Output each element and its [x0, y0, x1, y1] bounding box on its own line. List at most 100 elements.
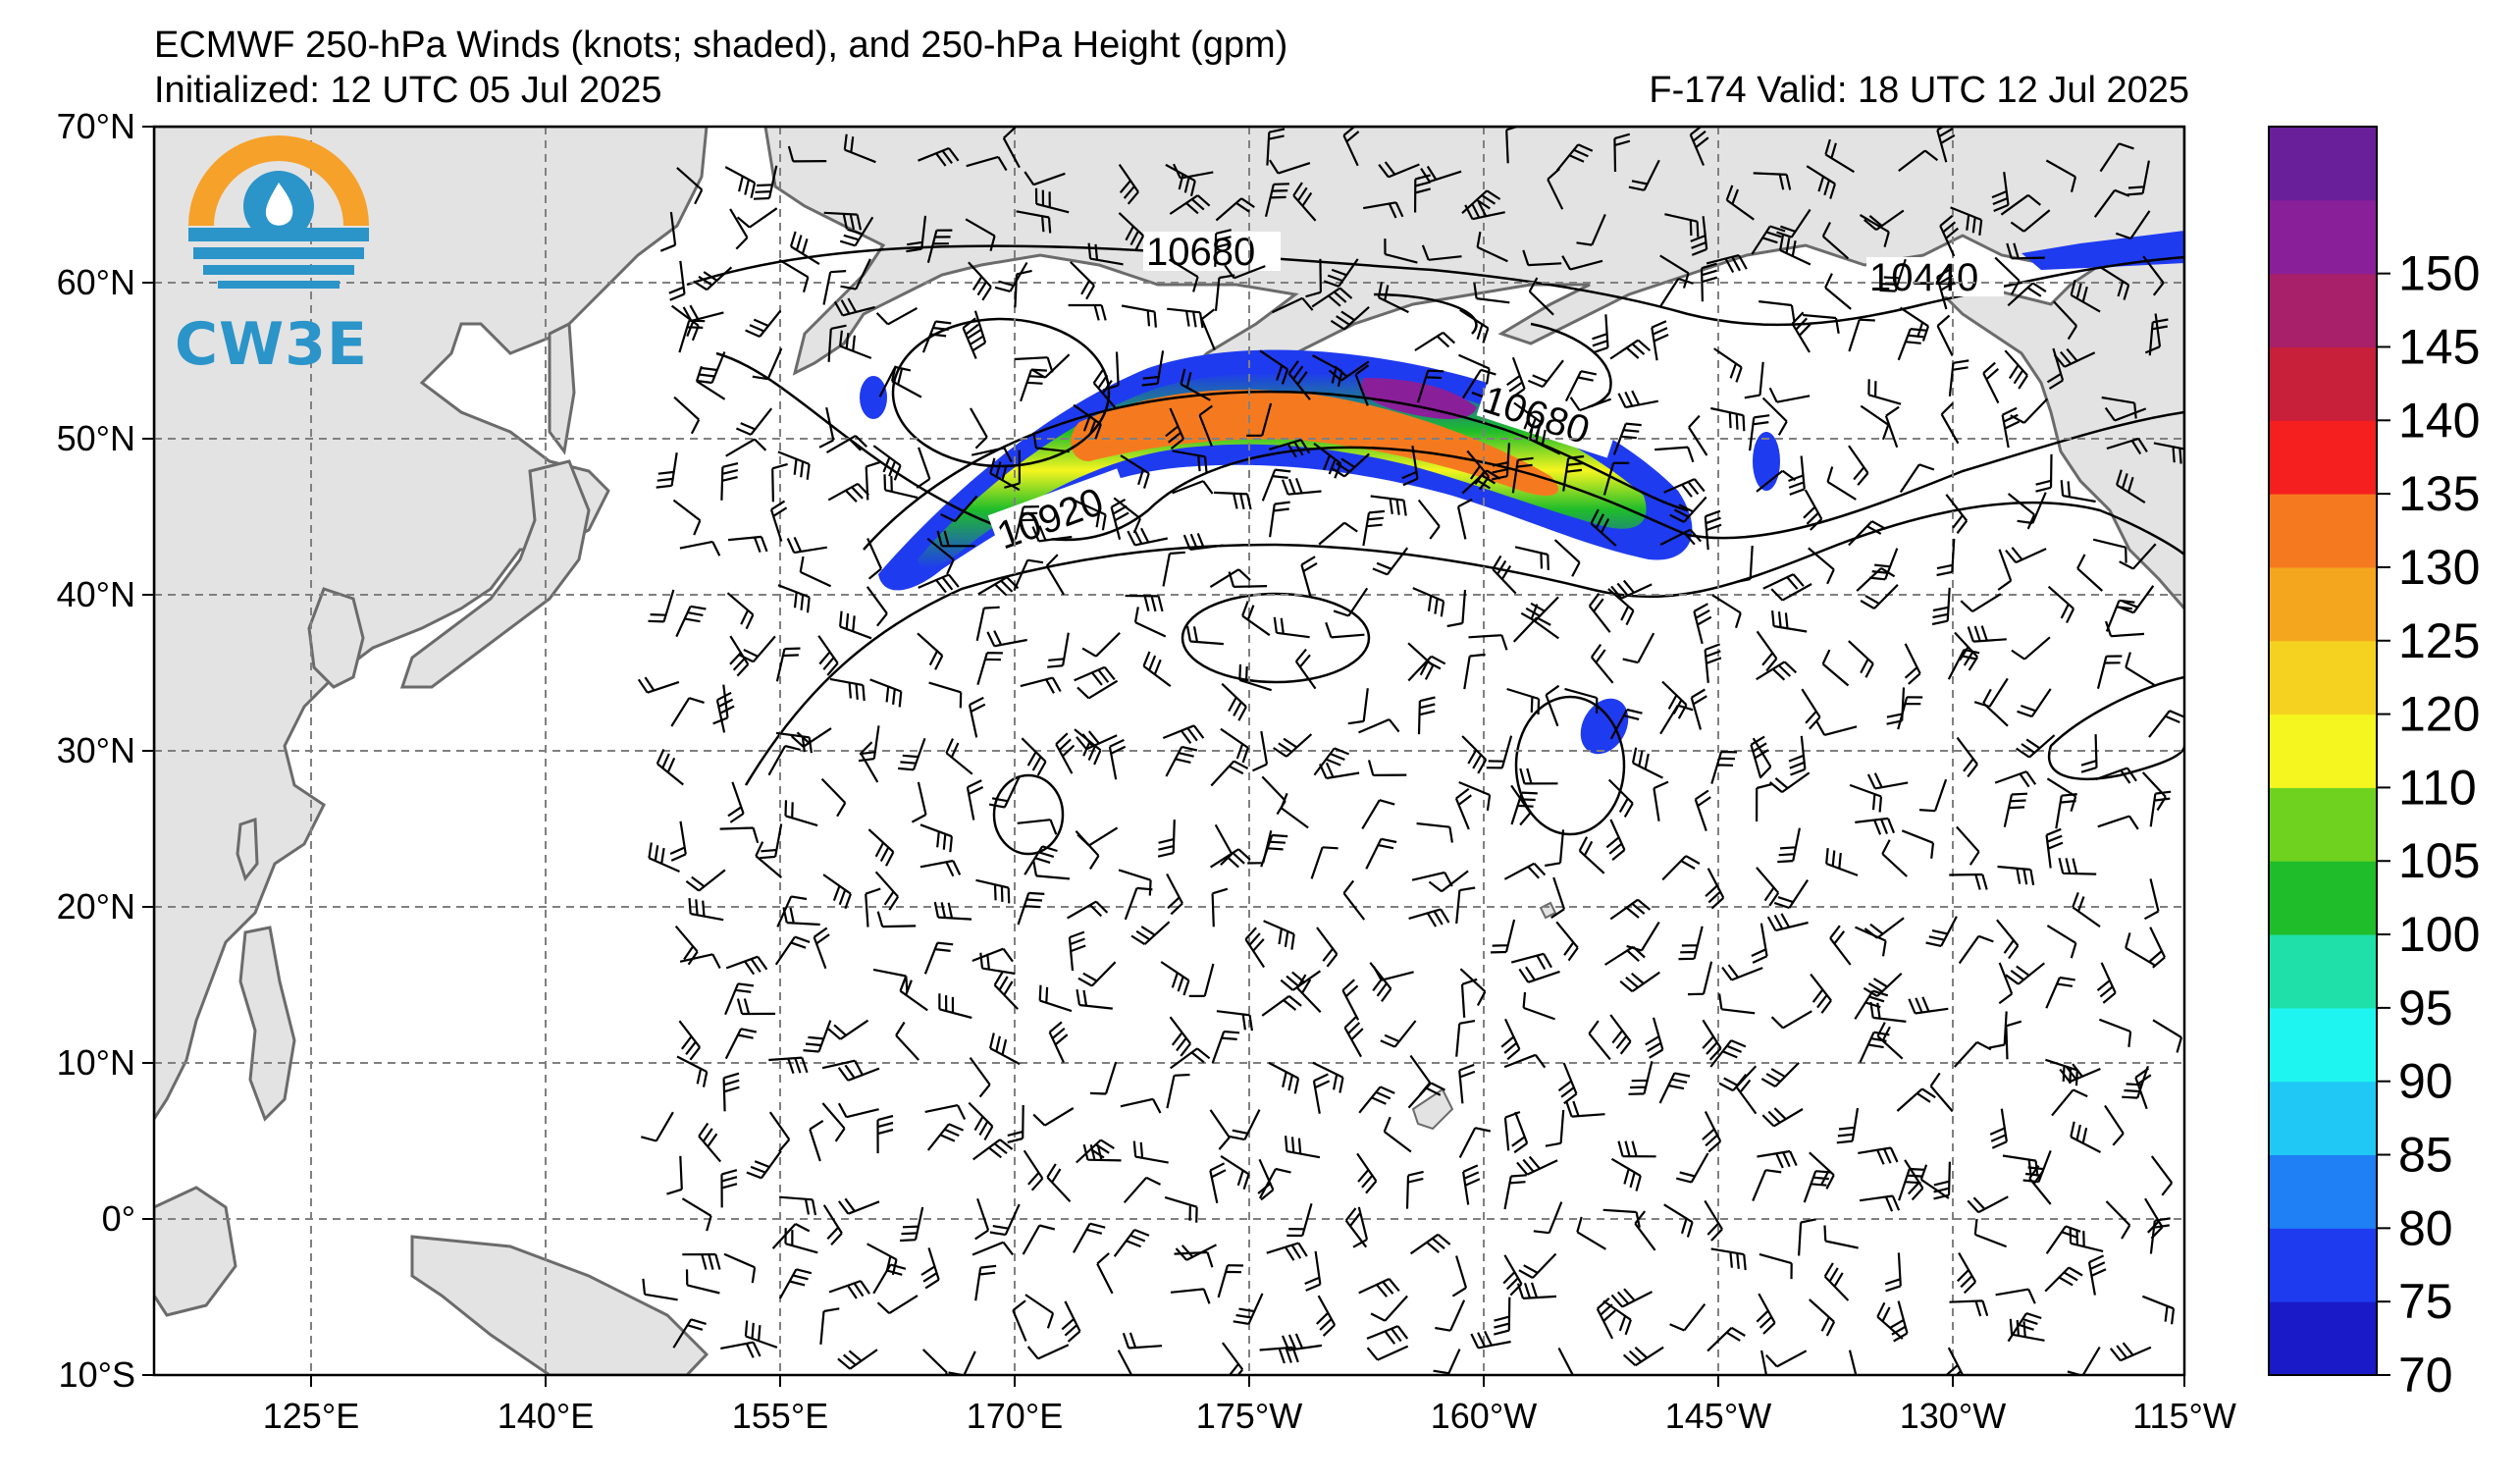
- lat-label: 60°N: [57, 262, 135, 302]
- wind-barb: [970, 407, 988, 450]
- wind-barb: [1458, 780, 1492, 812]
- wind-barb: [1220, 1154, 1250, 1191]
- wind-barb: [918, 573, 960, 594]
- wind-barb: [1130, 921, 1171, 946]
- wind-barb: [768, 1111, 791, 1152]
- wind-barb: [822, 270, 847, 305]
- wind-barb: [778, 258, 810, 293]
- contour-label-box: [1476, 374, 1621, 458]
- wind-barb: [838, 1197, 880, 1215]
- wind-barb: [989, 1033, 1021, 1066]
- wind-barb: [938, 993, 972, 1020]
- wind-barb: [1446, 590, 1467, 628]
- wind-barb: [1849, 783, 1883, 813]
- wind-barb: [1076, 1139, 1115, 1164]
- wind-barb: [1527, 359, 1564, 389]
- wind-barb: [860, 741, 879, 783]
- wind-barb: [911, 781, 927, 823]
- wind-barb: [1645, 1017, 1664, 1059]
- wind-barb: [738, 635, 776, 663]
- logo-stripe: [193, 247, 364, 259]
- wind-barb: [1592, 314, 1609, 354]
- wind-barb: [976, 652, 1003, 686]
- longitude-axis: 125°E 140°E 155°E 170°E 175°W 160°W 145°…: [263, 1375, 2236, 1436]
- wind-barb: [2087, 1254, 2107, 1296]
- wind-barb: [1824, 273, 1852, 310]
- wind-barb: [1718, 993, 1756, 1015]
- wind-barb: [715, 691, 735, 733]
- wind-barb: [1067, 900, 1109, 920]
- wind-barb: [1266, 128, 1286, 166]
- wind-barb: [1848, 520, 1887, 547]
- wind-barb: [1519, 768, 1558, 785]
- wind-barb: [1180, 368, 1211, 401]
- wind-barb: [1142, 651, 1172, 687]
- wind-barb: [1557, 1062, 1578, 1105]
- wind-barb: [1087, 242, 1124, 266]
- wind-barb: [1296, 974, 1322, 1014]
- wind-barb: [725, 438, 767, 457]
- wind-barb: [1209, 1162, 1227, 1204]
- wind-barb: [1836, 1107, 1860, 1144]
- wind-barb: [1511, 1111, 1529, 1154]
- wind-barb: [1516, 1282, 1557, 1299]
- wind-barb: [666, 1155, 683, 1195]
- wind-barb: [1310, 846, 1339, 879]
- wind-barb: [1506, 687, 1541, 715]
- wind-barb: [2095, 767, 2137, 784]
- contour-label-box: [1143, 232, 1281, 271]
- wind-barb: [1258, 1167, 1291, 1199]
- wind-barb: [1661, 680, 1688, 719]
- wind-barb: [1859, 1031, 1890, 1064]
- wind-barb: [2149, 790, 2172, 827]
- wind-barb: [1118, 163, 1139, 205]
- wind-barb: [2005, 962, 2045, 985]
- lon-label: 145°W: [1665, 1396, 1771, 1436]
- wind-barb: [1855, 817, 1896, 835]
- wind-barb: [1884, 1252, 1902, 1293]
- wind-barb: [1607, 778, 1634, 818]
- wind-barb: [1121, 304, 1157, 328]
- wind-barb: [1826, 466, 1857, 501]
- wind-barb: [1214, 229, 1232, 267]
- wind-barb: [2051, 1088, 2088, 1117]
- colorbar-frame: [2268, 126, 2378, 1376]
- wind-barb: [760, 823, 783, 860]
- wind-barb: [1285, 1136, 1321, 1159]
- colorbar-tick-label: 140: [2398, 393, 2480, 448]
- wind-barb: [827, 482, 869, 503]
- wind-barb: [1858, 1146, 1899, 1165]
- wind-barb: [1420, 165, 1462, 184]
- wind-barb: [1613, 132, 1631, 173]
- wind-barb: [837, 1349, 878, 1370]
- wind-barb: [1122, 1332, 1163, 1350]
- wind-barb: [1590, 508, 1617, 547]
- wind-barb: [2047, 585, 2075, 623]
- wind-barb: [1260, 833, 1288, 868]
- wind-barb: [867, 828, 895, 867]
- wind-barb: [899, 976, 928, 1012]
- wind-barb: [1653, 780, 1669, 821]
- wind-barb: [1421, 244, 1462, 261]
- wind-barb: [659, 211, 677, 252]
- taiwan-land: [236, 817, 259, 882]
- wind-barb: [1076, 989, 1113, 1010]
- wind-barb: [1753, 172, 1792, 190]
- wind-barb: [1762, 573, 1805, 590]
- wind-barb: [1545, 829, 1565, 868]
- wind-barb: [2017, 688, 2052, 718]
- wind-barb: [828, 1280, 871, 1299]
- wind-barb: [1768, 387, 1811, 403]
- wind-barb: [1824, 138, 1855, 174]
- wind-barb: [1798, 1218, 1817, 1256]
- wind-barb: [1848, 640, 1874, 678]
- wind-barb: [1936, 127, 1956, 163]
- wind-barb: [2093, 188, 2130, 218]
- wind-barb: [1261, 468, 1291, 502]
- wind-barb: [1383, 1116, 1412, 1153]
- wind-barb: [1602, 461, 1630, 496]
- wind-barb: [1773, 878, 1810, 910]
- wind-patch-east: [1753, 432, 1780, 491]
- wind-barb: [1073, 1222, 1106, 1253]
- wind-barb: [1973, 1218, 2007, 1248]
